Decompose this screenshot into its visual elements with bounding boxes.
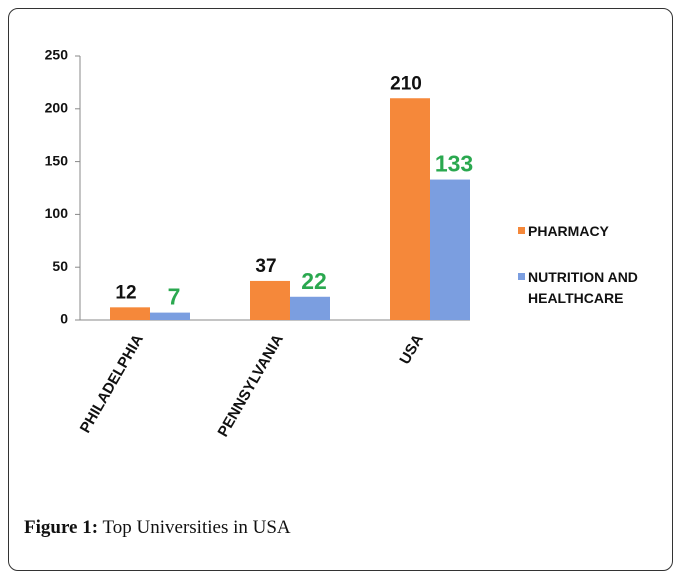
x-tick-label: PENNSYLVANIA: [215, 331, 287, 439]
data-label: 210: [390, 73, 422, 94]
data-label: 133: [435, 151, 473, 177]
bar: [430, 179, 470, 320]
frame: [8, 8, 673, 571]
legend-item: PHARMACY: [518, 221, 668, 242]
data-label: 7: [168, 284, 181, 310]
legend-label: PHARMACY: [528, 223, 609, 239]
y-tick-label: 100: [45, 205, 69, 221]
legend-swatch: [518, 273, 525, 280]
bar: [250, 280, 290, 320]
legend-label: NUTRITION AND HEALTHCARE: [528, 269, 638, 306]
legend-swatch: [518, 227, 525, 234]
bar: [290, 296, 330, 320]
y-tick-label: 250: [45, 47, 69, 63]
data-label: 12: [115, 282, 136, 303]
legend-item: NUTRITION AND HEALTHCARE: [518, 267, 668, 309]
bar: [110, 307, 150, 320]
x-tick-label: USA: [396, 331, 427, 367]
bar: [150, 312, 190, 320]
caption-label: Figure 1:: [24, 517, 99, 538]
y-tick-label: 50: [52, 258, 68, 274]
y-tick-label: 0: [60, 311, 68, 327]
y-tick-label: 200: [45, 100, 69, 116]
data-label: 37: [255, 256, 276, 277]
data-label: 22: [301, 268, 327, 294]
x-tick-label: PHILADELPHIA: [77, 331, 147, 436]
y-tick-label: 150: [45, 152, 69, 168]
caption-text: Top Universities in USA: [102, 517, 291, 538]
bar: [390, 98, 430, 321]
caption: Figure 1: Top Universities in USA: [24, 517, 291, 539]
